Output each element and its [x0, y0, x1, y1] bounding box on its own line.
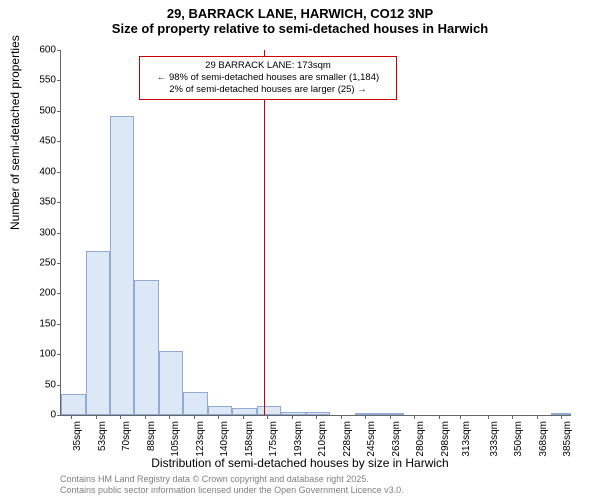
- xtick-mark: [218, 415, 219, 419]
- xtick-label: 175sqm: [268, 421, 279, 461]
- xtick-label: 350sqm: [513, 421, 524, 461]
- histogram-bar: [355, 413, 379, 415]
- xtick-mark: [537, 415, 538, 419]
- xtick-label: 193sqm: [293, 421, 304, 461]
- annotation-box: 29 BARRACK LANE: 173sqm ← 98% of semi-de…: [139, 56, 397, 100]
- ytick-mark: [57, 324, 61, 325]
- ytick-mark: [57, 415, 61, 416]
- xtick-label: 228sqm: [342, 421, 353, 461]
- xtick-label: 313sqm: [461, 421, 472, 461]
- xtick-label: 298sqm: [440, 421, 451, 461]
- xtick-label: 35sqm: [72, 421, 83, 461]
- ytick-label: 450: [26, 136, 56, 147]
- attribution-line2: Contains public sector information licen…: [60, 485, 404, 496]
- ytick-label: 400: [26, 166, 56, 177]
- ytick-mark: [57, 385, 61, 386]
- ytick-label: 150: [26, 318, 56, 329]
- ytick-label: 500: [26, 105, 56, 116]
- xtick-label: 333sqm: [489, 421, 500, 461]
- ytick-mark: [57, 293, 61, 294]
- xtick-mark: [194, 415, 195, 419]
- ytick-label: 100: [26, 349, 56, 360]
- plot-area: 29 BARRACK LANE: 173sqm ← 98% of semi-de…: [60, 50, 571, 416]
- ytick-label: 200: [26, 288, 56, 299]
- xtick-mark: [488, 415, 489, 419]
- xtick-mark: [460, 415, 461, 419]
- annot-line3: 2% of semi-detached houses are larger (2…: [146, 84, 390, 96]
- xtick-mark: [341, 415, 342, 419]
- ytick-mark: [57, 354, 61, 355]
- xtick-label: 280sqm: [415, 421, 426, 461]
- ytick-label: 50: [26, 379, 56, 390]
- xtick-label: 385sqm: [562, 421, 573, 461]
- xtick-mark: [439, 415, 440, 419]
- xtick-label: 70sqm: [121, 421, 132, 461]
- attribution-line1: Contains HM Land Registry data © Crown c…: [60, 474, 404, 485]
- xtick-label: 53sqm: [97, 421, 108, 461]
- histogram-bar: [134, 280, 159, 415]
- xtick-mark: [96, 415, 97, 419]
- xtick-mark: [120, 415, 121, 419]
- xtick-mark: [561, 415, 562, 419]
- ytick-label: 600: [26, 45, 56, 56]
- y-axis-label: Number of semi-detached properties: [8, 35, 22, 230]
- ytick-mark: [57, 111, 61, 112]
- xtick-label: 88sqm: [146, 421, 157, 461]
- xtick-mark: [316, 415, 317, 419]
- ytick-mark: [57, 141, 61, 142]
- ytick-label: 250: [26, 257, 56, 268]
- ytick-mark: [57, 202, 61, 203]
- xtick-label: 368sqm: [538, 421, 549, 461]
- xtick-label: 105sqm: [170, 421, 181, 461]
- ytick-mark: [57, 50, 61, 51]
- xtick-mark: [169, 415, 170, 419]
- ytick-label: 0: [26, 410, 56, 421]
- histogram-bar: [232, 408, 257, 415]
- ytick-label: 350: [26, 197, 56, 208]
- xtick-mark: [365, 415, 366, 419]
- ytick-mark: [57, 233, 61, 234]
- ytick-label: 300: [26, 227, 56, 238]
- ytick-mark: [57, 80, 61, 81]
- histogram-bar: [257, 406, 281, 415]
- histogram-bar: [110, 116, 134, 415]
- xtick-mark: [414, 415, 415, 419]
- histogram-bar: [159, 351, 183, 415]
- xtick-mark: [145, 415, 146, 419]
- xtick-mark: [267, 415, 268, 419]
- histogram-bar: [61, 394, 86, 415]
- xtick-label: 263sqm: [391, 421, 402, 461]
- annot-line2: ← 98% of semi-detached houses are smalle…: [146, 72, 390, 84]
- chart-title-sub: Size of property relative to semi-detach…: [0, 21, 600, 40]
- histogram-bar: [183, 392, 208, 415]
- histogram-bar: [306, 412, 330, 415]
- histogram-bar: [208, 406, 232, 415]
- xtick-label: 210sqm: [317, 421, 328, 461]
- xtick-label: 123sqm: [195, 421, 206, 461]
- histogram-bar: [281, 412, 306, 415]
- ytick-mark: [57, 263, 61, 264]
- chart-title-main: 29, BARRACK LANE, HARWICH, CO12 3NP: [0, 0, 600, 21]
- xtick-mark: [390, 415, 391, 419]
- annot-line1: 29 BARRACK LANE: 173sqm: [146, 60, 390, 72]
- xtick-mark: [512, 415, 513, 419]
- attribution-text: Contains HM Land Registry data © Crown c…: [60, 474, 404, 496]
- ytick-label: 550: [26, 75, 56, 86]
- xtick-label: 140sqm: [219, 421, 230, 461]
- histogram-bar: [551, 413, 571, 415]
- histogram-bar: [379, 413, 404, 415]
- xtick-label: 158sqm: [244, 421, 255, 461]
- xtick-label: 245sqm: [366, 421, 377, 461]
- histogram-bar: [86, 251, 110, 415]
- xtick-mark: [292, 415, 293, 419]
- chart-container: 29, BARRACK LANE, HARWICH, CO12 3NP Size…: [0, 0, 600, 500]
- reference-line: [264, 50, 265, 415]
- xtick-mark: [243, 415, 244, 419]
- xtick-mark: [71, 415, 72, 419]
- ytick-mark: [57, 172, 61, 173]
